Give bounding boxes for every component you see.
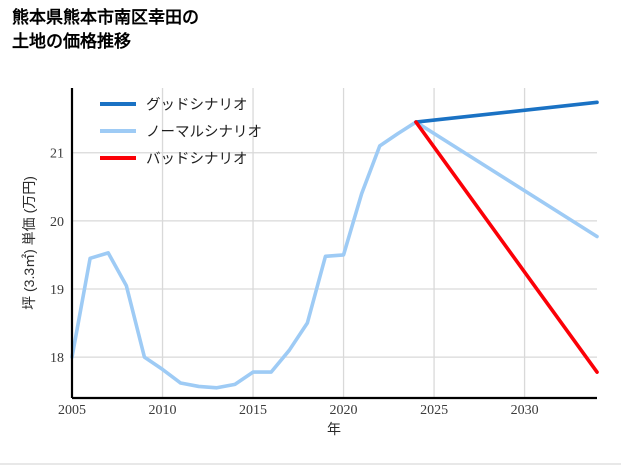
y-axis-title-text: 坪 (3.3㎡) 単価 (万円) [21, 176, 37, 310]
series-line-ノーマルシナリオ [70, 120, 599, 390]
y-tick-label: 19 [50, 283, 64, 298]
y-tick-label: 20 [50, 215, 64, 230]
x-tick-label: 2010 [149, 403, 177, 418]
y-tick-labels: 18 19 20 21 [50, 147, 64, 366]
gridlines [71, 88, 597, 398]
x-tick-label: 2030 [511, 403, 539, 418]
page-title: 熊本県熊本市南区幸田の 土地の価格推移 [12, 8, 199, 52]
series-line-グッドシナリオ [414, 100, 599, 124]
x-tick-label: 2005 [58, 403, 86, 418]
legend-label-1: ノーマルシナリオ [146, 125, 262, 141]
y-axis-title: 坪 (3.3㎡) 単価 (万円) [21, 176, 37, 310]
x-tick-label: 2025 [420, 403, 448, 418]
y-tick-label: 21 [50, 147, 64, 162]
series-group [70, 100, 599, 390]
y-tick-label: 18 [50, 351, 64, 366]
legend-label-0: グッドシナリオ [146, 97, 248, 114]
series-line-バッドシナリオ [414, 120, 599, 374]
legend-label-2: バッドシナリオ [146, 152, 248, 168]
x-tick-labels: 2005 2010 2015 2020 2025 2030 [58, 403, 539, 418]
x-tick-label: 2015 [239, 403, 267, 418]
x-axis-title: 年 [327, 421, 341, 437]
x-tick-label: 2020 [330, 403, 358, 418]
